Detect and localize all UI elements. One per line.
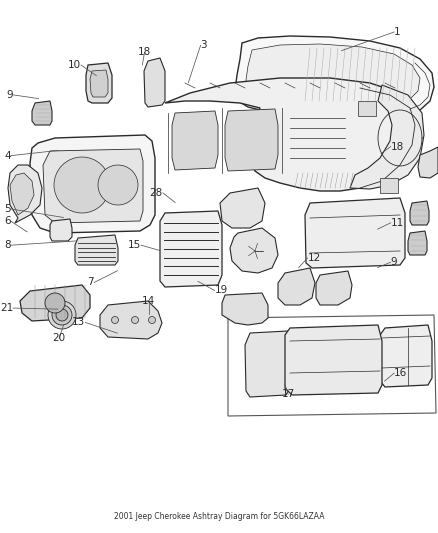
Text: 28: 28: [150, 188, 163, 198]
Text: 12: 12: [307, 253, 321, 263]
Text: 19: 19: [215, 286, 228, 295]
Text: 18: 18: [391, 142, 404, 151]
Circle shape: [131, 317, 138, 324]
Polygon shape: [358, 101, 376, 116]
Polygon shape: [8, 165, 42, 223]
Polygon shape: [230, 228, 278, 273]
Polygon shape: [285, 325, 382, 395]
Circle shape: [112, 317, 119, 324]
Circle shape: [48, 301, 76, 329]
Text: 11: 11: [391, 218, 404, 228]
Text: 16: 16: [394, 368, 407, 378]
Text: 14: 14: [142, 296, 155, 306]
Polygon shape: [235, 36, 434, 117]
Text: 2001 Jeep Cherokee Ashtray Diagram for 5GK66LAZAA: 2001 Jeep Cherokee Ashtray Diagram for 5…: [114, 512, 324, 521]
Circle shape: [54, 157, 110, 213]
Text: 3: 3: [201, 41, 207, 50]
Polygon shape: [32, 101, 52, 125]
Circle shape: [56, 309, 68, 321]
Polygon shape: [278, 268, 315, 305]
Polygon shape: [380, 325, 432, 387]
Text: 20: 20: [53, 334, 66, 343]
Text: 9: 9: [391, 257, 397, 267]
Polygon shape: [43, 149, 143, 223]
Polygon shape: [222, 293, 268, 325]
Polygon shape: [380, 178, 398, 193]
Polygon shape: [86, 63, 112, 103]
Polygon shape: [245, 331, 290, 397]
Circle shape: [148, 317, 155, 324]
Text: 5: 5: [4, 204, 11, 214]
Polygon shape: [305, 198, 405, 268]
Text: 15: 15: [128, 240, 141, 250]
Polygon shape: [246, 44, 420, 104]
Text: 17: 17: [282, 390, 295, 399]
Polygon shape: [30, 135, 155, 233]
Polygon shape: [316, 271, 352, 305]
Polygon shape: [50, 219, 72, 241]
Text: 7: 7: [88, 278, 94, 287]
Polygon shape: [350, 85, 424, 189]
Text: 13: 13: [72, 318, 85, 327]
Text: 4: 4: [4, 151, 11, 160]
Text: 1: 1: [394, 27, 401, 37]
Polygon shape: [20, 285, 90, 321]
Polygon shape: [418, 147, 438, 178]
Polygon shape: [410, 201, 429, 225]
Polygon shape: [75, 235, 118, 265]
Text: 6: 6: [4, 216, 11, 226]
Polygon shape: [90, 70, 108, 97]
Polygon shape: [408, 231, 427, 255]
Text: 18: 18: [138, 47, 151, 57]
Text: 21: 21: [0, 303, 13, 313]
Polygon shape: [165, 78, 418, 191]
Polygon shape: [10, 173, 34, 215]
Polygon shape: [100, 301, 162, 339]
Polygon shape: [172, 111, 218, 170]
Text: 9: 9: [7, 90, 13, 100]
Polygon shape: [144, 58, 165, 107]
Circle shape: [98, 165, 138, 205]
Polygon shape: [160, 211, 222, 287]
Circle shape: [45, 293, 65, 313]
Circle shape: [52, 305, 72, 325]
Text: 10: 10: [68, 60, 81, 70]
Polygon shape: [225, 109, 278, 171]
Text: 8: 8: [4, 240, 11, 250]
Polygon shape: [220, 188, 265, 228]
